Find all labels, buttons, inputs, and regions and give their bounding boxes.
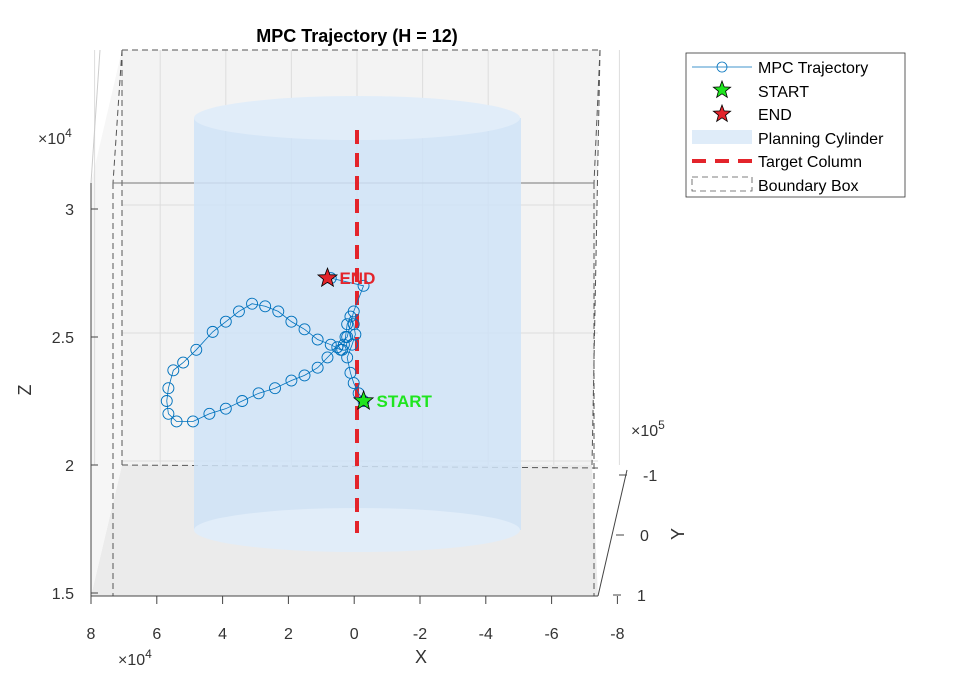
- trajectory-point: [341, 318, 354, 331]
- x-axis-label: X: [415, 647, 427, 667]
- trajectory-point: [232, 305, 245, 318]
- trajectory-point: [170, 415, 183, 428]
- trajectory-line: [166, 277, 365, 422]
- legend-marker-end: [712, 103, 732, 123]
- x-tick-label: -2: [413, 626, 427, 643]
- trajectory-point: [324, 338, 337, 351]
- x-tick-label: 6: [152, 626, 161, 643]
- trajectory-point: [236, 395, 249, 407]
- y-axis-multiplier-exp: 5: [658, 418, 665, 432]
- x-tick-label: 8: [87, 626, 96, 643]
- trajectory-point: [285, 315, 298, 328]
- trajectory-point: [252, 387, 265, 400]
- trajectory-point: [321, 351, 334, 364]
- trajectory-point: [331, 341, 344, 354]
- legend-swatch-cylinder: [692, 130, 752, 144]
- chart-title: MPC Trajectory (H = 12): [256, 26, 458, 46]
- start-marker: [352, 389, 375, 411]
- legend-entry-end: END: [758, 107, 792, 124]
- x-tick-label: 4: [218, 626, 227, 643]
- y-axis-multiplier-base: ×10: [631, 423, 658, 440]
- trajectory-point: [162, 407, 175, 420]
- x-tick-label: -8: [610, 626, 624, 643]
- trajectory-point: [177, 356, 190, 369]
- x-tick-label: -4: [479, 626, 493, 643]
- x-axis-ticks: 8 6 4 2 0 -2 -4 -6 -8: [87, 596, 625, 643]
- y-axis-ticks: -1 0 1: [613, 468, 657, 605]
- x-tick-label: -6: [544, 626, 558, 643]
- z-tick-label: 2: [65, 458, 74, 475]
- legend-entry-boundary: Boundary Box: [758, 178, 859, 195]
- mpc-trajectory: [160, 272, 370, 428]
- x-axis-multiplier: ×104: [118, 647, 152, 669]
- x-axis-multiplier-base: ×10: [118, 652, 145, 669]
- z-axis-multiplier: ×104: [38, 126, 72, 148]
- y-axis-multiplier: ×105: [631, 418, 665, 440]
- legend-marker-start: [712, 79, 732, 99]
- trajectory-point: [203, 407, 216, 420]
- x-tick-label: 0: [350, 626, 359, 643]
- legend-entry-trajectory: MPC Trajectory: [758, 60, 868, 77]
- z-axis-label: Z: [15, 385, 35, 396]
- start-label: START: [377, 392, 433, 411]
- trajectory-point: [347, 305, 360, 318]
- y-axis-label: Y: [668, 528, 688, 540]
- trajectory-point: [311, 333, 324, 346]
- trajectory-point: [219, 402, 232, 415]
- trajectory-point: [357, 279, 370, 292]
- z-tick-label: 3: [65, 202, 74, 219]
- z-axis-multiplier-base: ×10: [38, 131, 65, 148]
- trajectory-point: [334, 343, 347, 356]
- trajectory-point: [272, 305, 285, 318]
- trajectory-point: [347, 318, 360, 331]
- z-tick-label: 1.5: [52, 586, 74, 603]
- boundary-box-edge: [112, 49, 123, 184]
- x-tick-label: 2: [284, 626, 293, 643]
- legend-entry-start: START: [758, 84, 809, 101]
- trajectory-point: [298, 323, 311, 336]
- legend-entry-target: Target Column: [758, 154, 862, 171]
- legend-marker-trajectory: [716, 61, 728, 73]
- z-tick-label: 2.5: [52, 330, 74, 347]
- trajectory-point: [344, 366, 357, 379]
- legend-entry-cylinder: Planning Cylinder: [758, 131, 884, 148]
- trajectory-point: [190, 343, 203, 356]
- z-axis-multiplier-exp: 4: [65, 126, 72, 140]
- trajectory-point: [285, 374, 298, 387]
- axes-left-panel: [91, 50, 122, 596]
- legend-box: [685, 52, 906, 198]
- cylinder-top: [194, 96, 520, 140]
- y-tick-label: 0: [640, 528, 649, 545]
- trajectory-point: [206, 325, 219, 338]
- trajectory-point: [311, 361, 324, 374]
- legend: MPC Trajectory START END Planning Cylind…: [685, 52, 906, 198]
- end-marker: [316, 266, 339, 288]
- trajectory-point: [219, 315, 232, 328]
- trajectory-point: [349, 328, 362, 341]
- trajectory-point: [160, 395, 173, 407]
- y-tick-label: 1: [637, 588, 646, 605]
- axis-frame-right: [597, 469, 628, 597]
- axis-frame-left-top: [90, 49, 101, 184]
- trajectory-point: [269, 382, 281, 395]
- trajectory-point: [298, 369, 311, 382]
- x-axis-multiplier-exp: 4: [145, 647, 152, 661]
- boundary-box-edge: [593, 49, 601, 184]
- trajectory-point: [259, 300, 272, 313]
- y-tick-label: -1: [643, 468, 657, 485]
- trajectory-point: [246, 297, 258, 310]
- end-label: END: [339, 269, 375, 288]
- trajectory-point: [162, 382, 175, 395]
- boundary-box-edge: [591, 49, 601, 466]
- trajectory-point: [187, 415, 199, 428]
- trajectory-point: [341, 331, 354, 343]
- z-axis-ticks: 1.5 2 2.5 3: [52, 202, 98, 603]
- legend-swatch-boundary: [691, 176, 753, 192]
- trajectory-point: [167, 364, 180, 377]
